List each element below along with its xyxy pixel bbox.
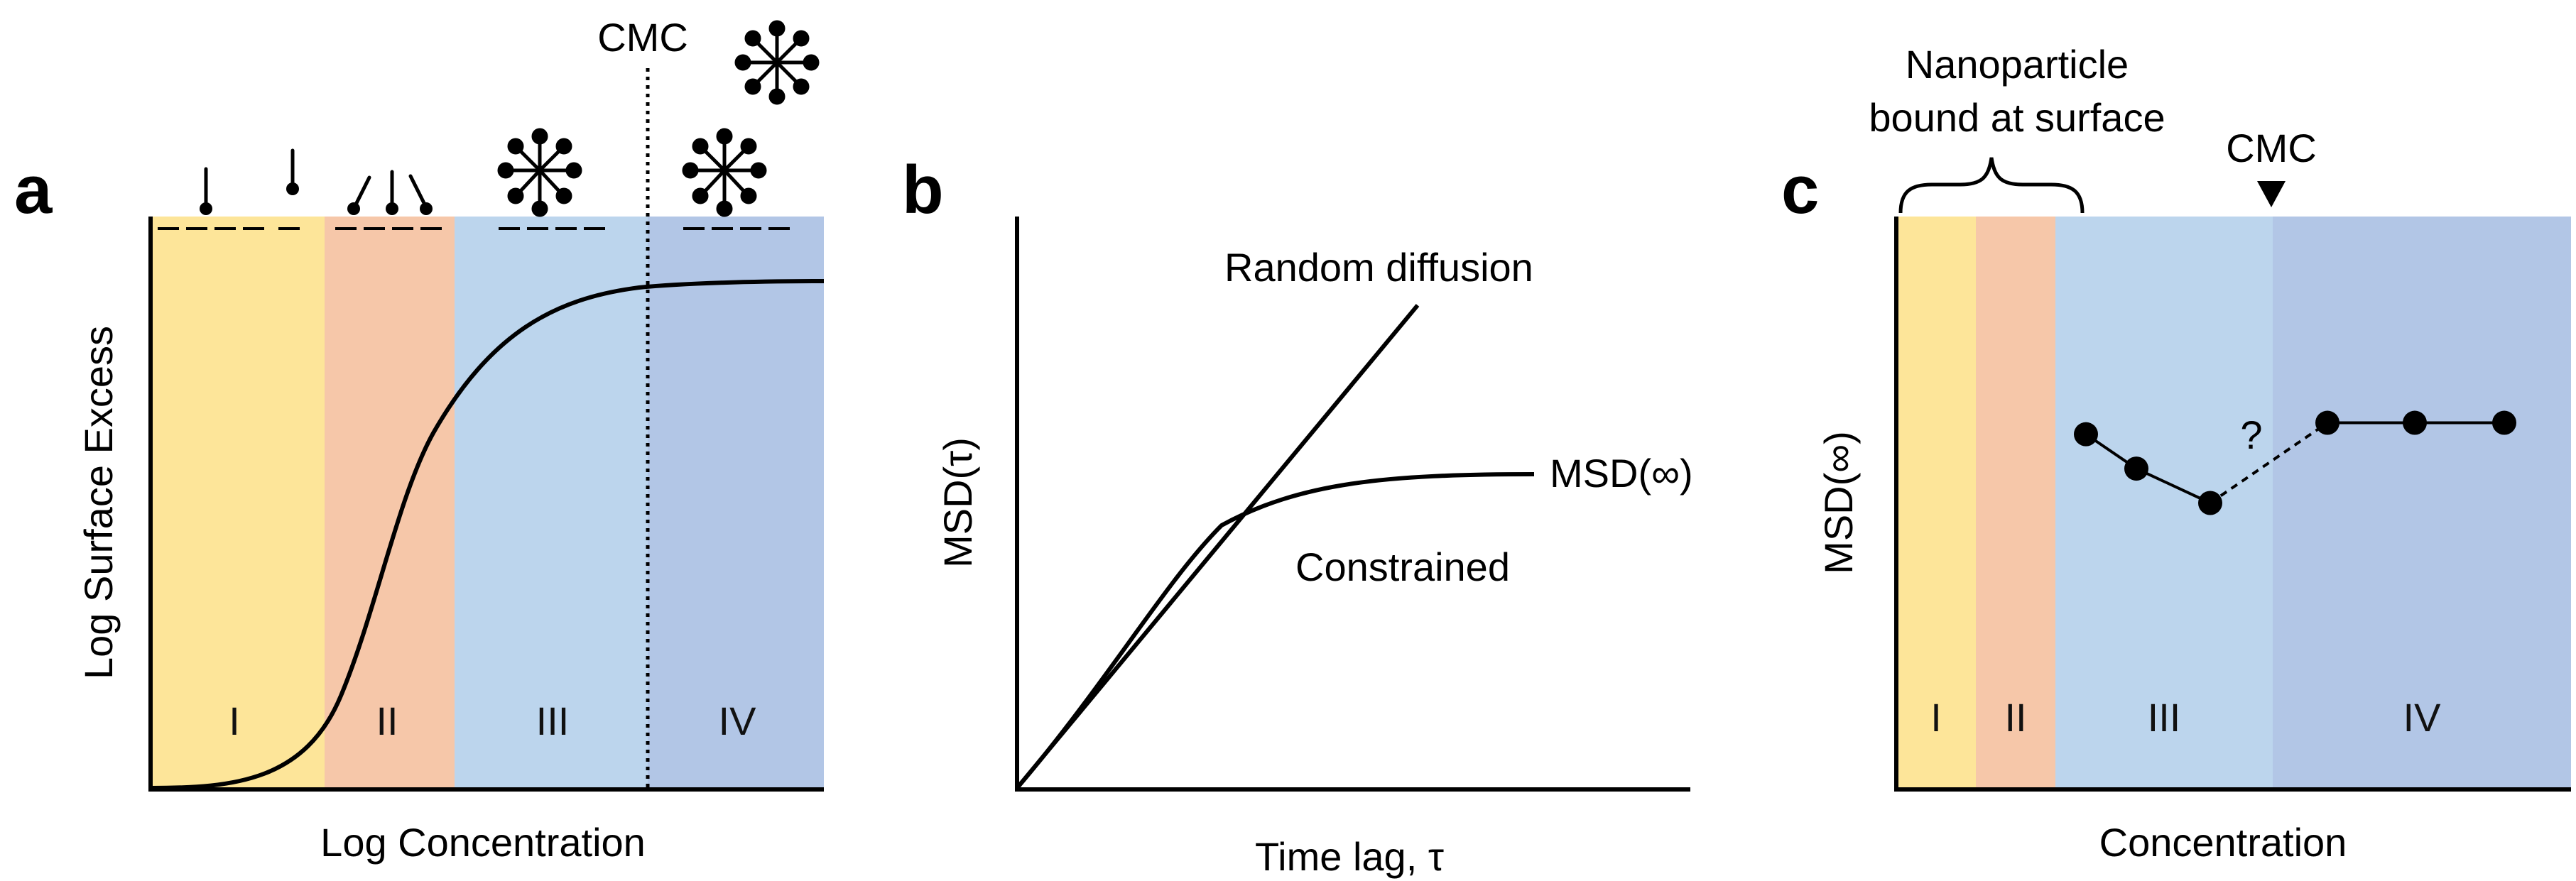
constrained-curve [1015,472,1535,789]
ylabel-b: MSD(τ) [935,437,980,568]
region-c-3 [2055,217,2273,789]
region-a-1 [151,217,325,789]
panel-c: I II III IV Nanoparticle bound at surfac… [1781,42,2571,865]
xlabel-b: Time lag, τ [1255,834,1444,879]
xlabel-a: Log Concentration [320,820,646,865]
cmc-label-a: CMC [597,15,688,60]
surface-excess-curve [150,279,825,790]
region-label-a-4: IV [719,699,757,743]
data-point-1-2 [2124,456,2148,481]
ylabel-a: Log Surface Excess [76,326,121,679]
region-c-4 [2273,217,2571,789]
cmc-connector-line [2209,421,2329,505]
label-random-diffusion: Random diffusion [1224,245,1533,290]
panel-letter-a: a [14,152,53,228]
ylabel-c: MSD(∞) [1816,431,1861,574]
region-label-a-3: III [536,699,570,743]
region-label-c-2: II [2004,695,2026,740]
data-point-2-2 [2403,410,2427,435]
region-label-c-4: IV [2403,695,2442,740]
data-point-1-3 [2198,491,2222,515]
surfactant-free-icon [286,148,299,195]
micelle-icon [734,20,820,105]
label-plateau: MSD(∞) [1550,451,1693,496]
panel-b-axes [1015,217,1690,792]
surfactant-adsorbed-icon [200,167,212,215]
region-label-a-1: I [229,699,240,743]
surface-bound-bracket [1898,157,2085,214]
region-c-1 [1896,217,1976,789]
msd-series [2074,410,2516,515]
panel-letter-b: b [902,152,944,228]
bracket-label-line2: bound at surface [1869,95,2165,140]
data-point-2-3 [2492,410,2516,435]
hemimicelle-icon-a-4 [682,128,767,217]
region-label-c-1: I [1930,695,1942,740]
cmc-arrow-icon [2257,181,2286,207]
region-label-a-2: II [376,699,398,743]
bracket-label-line1: Nanoparticle [1906,42,2129,87]
panel-a: CMC I II III IV Log Surface Excess Log C… [14,15,825,865]
panel-c-axes [1894,217,2571,792]
hemimicelle-icon-a-3 [497,128,582,217]
question-mark: ? [2240,412,2262,457]
panel-letter-c: c [1781,152,1819,228]
panel-b: Random diffusion Constrained MSD(∞) MSD(… [902,152,1693,879]
data-point-1-1 [2074,422,2098,447]
cmc-label-c: CMC [2226,126,2317,170]
data-point-2-1 [2315,410,2339,435]
xlabel-c: Concentration [2099,820,2347,865]
region-label-c-3: III [2148,695,2181,740]
region-a-2 [325,217,455,789]
surfactant-cluster-icon [347,170,433,215]
label-constrained: Constrained [1295,545,1510,589]
region-c-2 [1976,217,2055,789]
region-a-4 [648,217,824,789]
